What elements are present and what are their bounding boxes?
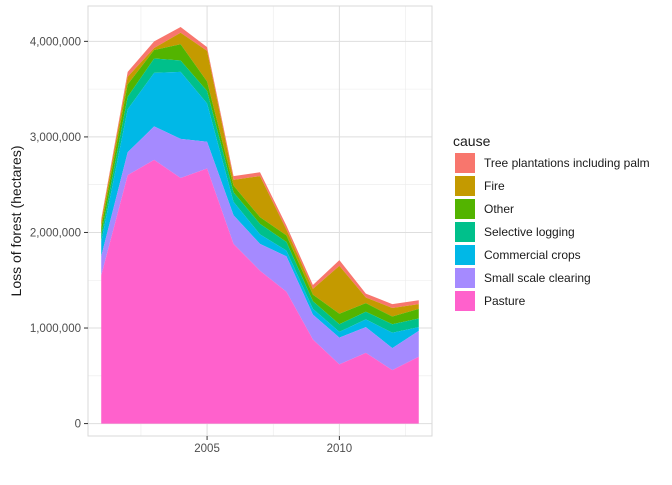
y-tick-label: 4,000,000 [30, 36, 81, 48]
legend-items: Tree plantations including palm Fire Other… [455, 153, 650, 311]
legend-title: cause [453, 133, 491, 149]
legend-swatch-small-scale-clearing [455, 268, 475, 288]
legend-swatch-other [455, 199, 475, 219]
legend-label-small-scale-clearing: Small scale clearing [484, 271, 591, 285]
y-tick-label: 0 [75, 419, 81, 431]
area-pasture [101, 159, 419, 424]
area-small-scale-clearing [101, 126, 419, 371]
legend-label-pasture: Pasture [484, 294, 526, 308]
y-tick-label: 2,000,000 [30, 227, 81, 239]
legend-swatch-commercial-crops [455, 245, 475, 265]
y-axis-title: Loss of forest (hectares) [8, 146, 24, 297]
legend-swatch-selective-logging [455, 222, 475, 242]
x-tick-label: 2005 [194, 443, 220, 455]
legend-label-other: Other [484, 202, 514, 216]
legend-label-tree-plantations-including-palm: Tree plantations including palm [484, 156, 650, 170]
y-tick-label: 1,000,000 [30, 323, 81, 335]
y-tick-label: 3,000,000 [30, 132, 81, 144]
legend-label-commercial-crops: Commercial crops [484, 248, 581, 262]
legend: cause Tree plantations including palm Fir… [453, 133, 650, 311]
x-tick-label: 2010 [327, 443, 353, 455]
panel-border [87, 5, 433, 437]
area-layer [101, 27, 419, 424]
axis-layer: 0 1,000,000 2,000,000 3,000,000 4,000,000 200… [30, 36, 352, 455]
legend-swatch-tree-plantations-including-palm [455, 153, 475, 173]
legend-label-selective-logging: Selective logging [484, 225, 575, 239]
legend-swatch-fire [455, 176, 475, 196]
legend-swatch-pasture [455, 291, 475, 311]
legend-label-fire: Fire [484, 179, 505, 193]
